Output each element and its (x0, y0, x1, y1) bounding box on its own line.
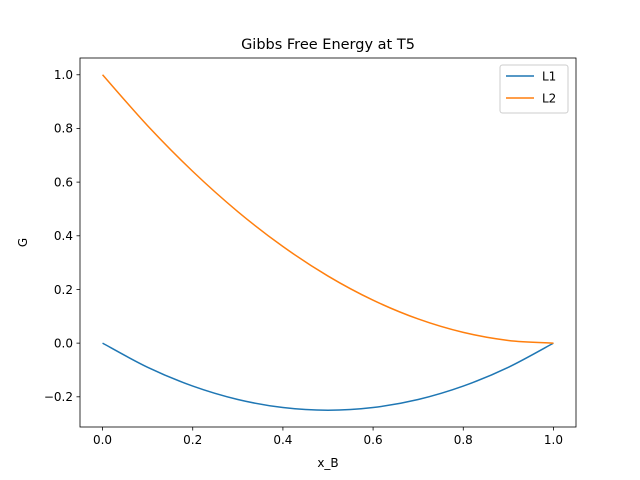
legend-label-l2: L2 (542, 91, 556, 105)
x-tick-label: 0.6 (364, 433, 383, 447)
plot-frame (79, 57, 577, 428)
legend-box (499, 64, 569, 114)
series-line-l2 (101, 74, 554, 344)
y-axis-label: G (16, 238, 30, 247)
y-tick-label: 0.0 (54, 336, 73, 350)
y-tick-label: 1.0 (54, 68, 73, 82)
x-tick-label: 0.0 (93, 433, 112, 447)
legend: L1 L2 (499, 64, 569, 114)
x-tick-label: 0.4 (273, 433, 292, 447)
x-axis: 0.0 0.2 0.4 0.6 0.8 1.0 (93, 427, 563, 447)
series-line-l1 (102, 342, 554, 411)
y-tick-label: 0.8 (54, 122, 73, 136)
x-axis-label: x_B (317, 456, 338, 470)
y-tick-label: 0.2 (54, 283, 73, 297)
plot-lines (101, 74, 554, 411)
y-tick-label: 0.6 (54, 175, 73, 189)
y-tick-label: 0.4 (54, 229, 73, 243)
x-tick-label: 0.2 (183, 433, 202, 447)
y-tick-label: −0.2 (44, 390, 73, 404)
x-tick-label: 1.0 (544, 433, 563, 447)
chart-title: Gibbs Free Energy at T5 (241, 37, 415, 53)
legend-label-l1: L1 (542, 69, 556, 83)
x-tick-label: 0.8 (454, 433, 473, 447)
y-axis: −0.2 0.0 0.2 0.4 0.6 0.8 1.0 (44, 68, 80, 404)
